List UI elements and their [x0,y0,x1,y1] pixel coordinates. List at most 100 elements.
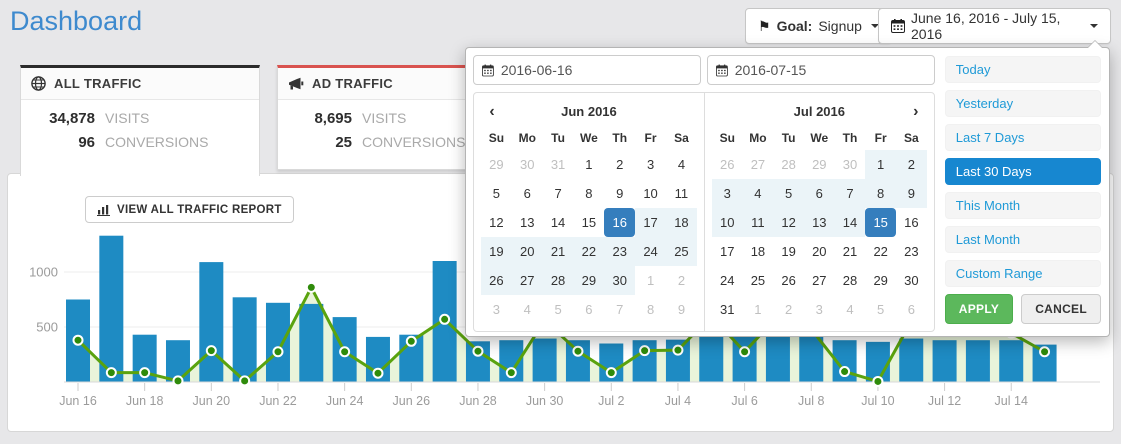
calendar-day[interactable]: 25 [665,237,697,266]
conversions-point[interactable] [639,345,651,357]
conversions-point[interactable] [305,281,317,293]
calendar-day[interactable]: 24 [720,273,735,288]
conversions-point[interactable] [572,345,584,357]
calendar-day[interactable]: 8 [865,179,897,208]
calendar-day[interactable]: 5 [773,179,804,208]
visits-bar[interactable] [99,235,124,382]
calendar-day[interactable]: 21 [542,237,574,266]
calendar-day-muted[interactable]: 31 [550,157,566,172]
calendar-day[interactable]: 10 [711,208,743,237]
conversions-point[interactable] [472,345,484,357]
cancel-button[interactable]: CANCEL [1021,294,1101,324]
calendar-day[interactable]: 26 [481,266,512,295]
calendar-day-muted[interactable]: 3 [815,302,823,317]
calendar-day-muted[interactable]: 2 [784,302,793,317]
visits-bar[interactable] [299,303,324,382]
prev-month-icon[interactable]: ‹ [489,103,495,120]
calendar-day-muted[interactable]: 30 [520,157,535,172]
conversions-point[interactable] [72,334,84,346]
calendar-day[interactable]: 13 [803,208,835,237]
conversions-point[interactable] [405,335,417,347]
calendar-day[interactable]: 7 [554,186,562,201]
calendar-day[interactable]: 17 [720,244,735,259]
calendar-day[interactable]: 8 [585,186,593,201]
conversions-point[interactable] [739,346,751,358]
next-month-icon[interactable]: › [913,103,919,120]
calendar-day[interactable]: 2 [896,150,927,179]
visits-bar[interactable] [999,340,1024,382]
calendar-day-muted[interactable]: 27 [750,157,766,172]
preset-this-month[interactable]: This Month [944,192,1101,219]
preset-yesterday[interactable]: Yesterday [944,90,1101,117]
calendar-day[interactable]: 29 [873,273,888,288]
calendar-day[interactable]: 29 [573,266,605,295]
conversions-point[interactable] [672,344,684,356]
visits-bar[interactable] [265,302,290,382]
calendar-day-muted[interactable]: 26 [720,157,735,172]
calendar-day-muted[interactable]: 4 [523,302,531,317]
calendar-day[interactable]: 14 [834,208,866,237]
calendar-day-muted[interactable]: 1 [754,302,762,317]
calendar-day[interactable]: 24 [635,237,666,266]
calendar-day-muted[interactable]: 3 [492,302,501,317]
calendar-day[interactable]: 22 [873,244,888,259]
calendar-day[interactable]: 4 [742,179,774,208]
calendar-day[interactable]: 25 [750,273,766,288]
calendar-day-selected[interactable]: 16 [604,208,636,237]
preset-last-30-days[interactable]: Last 30 Days [944,158,1101,185]
preset-last-month[interactable]: Last Month [944,226,1101,253]
date-range-button[interactable]: June 16, 2016 - July 15, 2016 [878,8,1111,44]
calendar-day[interactable]: 15 [581,215,597,230]
visits-bar[interactable] [232,297,257,382]
conversions-point[interactable] [172,375,184,387]
calendar-day[interactable]: 14 [550,215,566,230]
calendar-day[interactable]: 20 [511,237,543,266]
calendar-day[interactable]: 1 [865,150,897,179]
calendar-day[interactable]: 13 [520,215,535,230]
calendar-day-muted[interactable]: 5 [554,302,562,317]
start-date-input[interactable] [500,62,692,78]
calendar-day[interactable]: 23 [604,237,636,266]
calendar-day[interactable]: 11 [742,208,774,237]
end-date-input[interactable] [734,62,926,78]
calendar-day[interactable]: 30 [604,266,636,295]
visits-bar[interactable] [199,262,224,382]
calendar-day[interactable]: 16 [904,215,919,230]
conversions-point[interactable] [205,345,217,357]
calendar-day[interactable]: 19 [781,244,796,259]
calendar-day[interactable]: 27 [511,266,543,295]
view-all-traffic-report-button[interactable]: VIEW ALL TRAFFIC REPORT [85,196,294,223]
conversions-point[interactable] [139,367,151,379]
goal-dropdown-button[interactable]: ⚑ Goal: Signup [745,8,892,44]
calendar-day[interactable]: 28 [842,273,858,288]
calendar-day-selected[interactable]: 15 [865,208,897,237]
calendar-day-muted[interactable]: 30 [842,157,858,172]
calendar-day[interactable]: 4 [677,157,686,172]
all-traffic-card[interactable]: ALL TRAFFIC 34,878 VISITS 96 CONVERSIONS [20,65,260,176]
calendar-day-muted[interactable]: 28 [781,157,796,172]
conversions-point[interactable] [105,367,117,379]
calendar-day-muted[interactable]: 6 [585,302,593,317]
calendar-day[interactable]: 21 [842,244,858,259]
conversions-point[interactable] [505,367,517,379]
calendar-day[interactable]: 22 [573,237,605,266]
preset-custom-range[interactable]: Custom Range [944,260,1101,287]
calendar-day-muted[interactable]: 6 [907,302,916,317]
visits-bar[interactable] [532,338,557,382]
calendar-day[interactable]: 18 [665,208,697,237]
calendar-day[interactable]: 6 [803,179,835,208]
calendar-day-muted[interactable]: 7 [616,302,624,317]
calendar-day[interactable]: 9 [616,186,624,201]
visits-bar[interactable] [965,340,990,382]
conversions-point[interactable] [439,313,451,325]
preset-last-7-days[interactable]: Last 7 Days [944,124,1101,151]
calendar-day[interactable]: 10 [643,186,658,201]
calendar-day-muted[interactable]: 5 [877,302,885,317]
calendar-day[interactable]: 31 [720,302,735,317]
conversions-point[interactable] [372,367,384,379]
conversions-point[interactable] [605,367,617,379]
conversions-point[interactable] [1039,346,1051,358]
visits-bar[interactable] [932,340,957,382]
calendar-day-muted[interactable]: 8 [646,302,655,317]
calendar-day-muted[interactable]: 9 [677,302,686,317]
